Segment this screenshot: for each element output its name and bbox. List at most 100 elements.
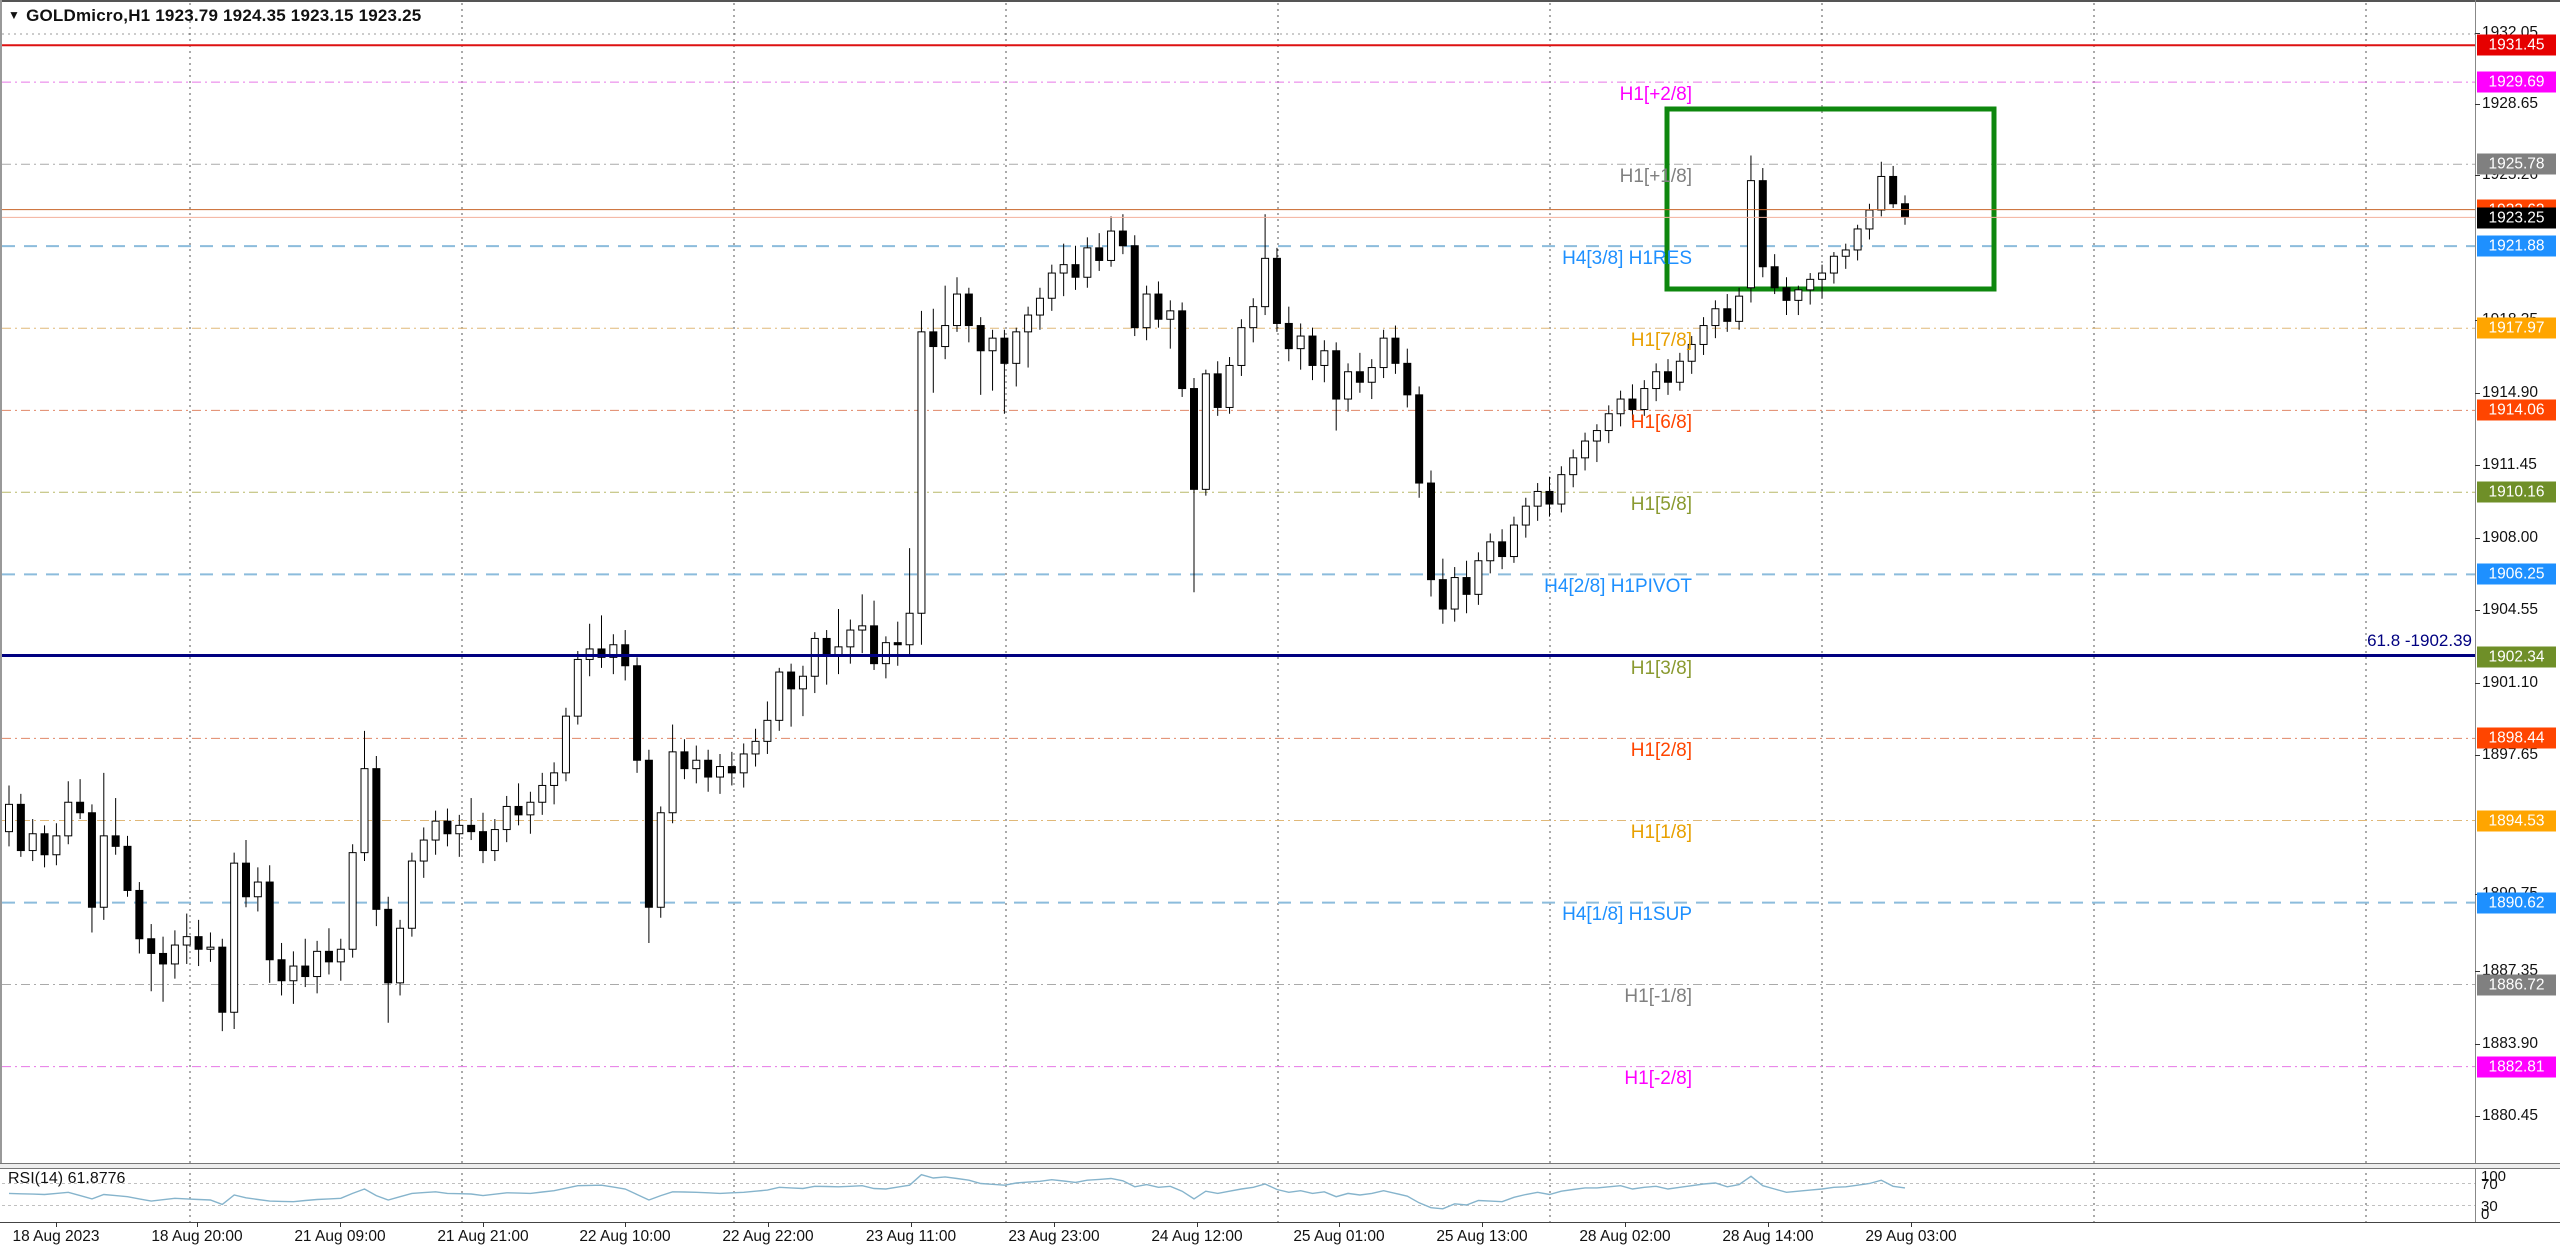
price-axis-tick <box>2475 683 2480 684</box>
murrey-label: H1[-2/8] <box>1624 1068 1692 1089</box>
time-axis-tick <box>625 1222 626 1227</box>
time-axis-tick <box>197 1222 198 1227</box>
candle-body <box>407 860 416 929</box>
candle-body <box>751 740 760 755</box>
pane-separator[interactable] <box>0 1163 2560 1169</box>
candle-body <box>230 862 239 1013</box>
price-axis-tick <box>2475 1116 2480 1117</box>
candle-body <box>1095 247 1104 261</box>
price-axis-tick <box>2475 393 2480 394</box>
candle-body <box>396 927 405 984</box>
candle-body <box>490 829 499 852</box>
candle-body <box>1509 524 1518 558</box>
candle-body <box>644 759 653 908</box>
time-axis-tick <box>483 1222 484 1227</box>
murrey-label: H1[7/8] <box>1630 330 1692 351</box>
candle-body <box>1664 371 1672 383</box>
candle-body <box>1024 314 1033 333</box>
chart-top-border <box>0 0 2560 2</box>
candle-body <box>301 965 310 978</box>
time-axis-tick <box>1339 1222 1340 1227</box>
candle-body <box>893 642 902 646</box>
price-axis-tick <box>2475 465 2480 466</box>
candle-body <box>1012 331 1021 364</box>
candle-body <box>1083 247 1092 278</box>
candle-body <box>550 772 559 786</box>
candle-body <box>87 812 96 908</box>
time-axis-tick <box>1911 1222 1912 1227</box>
candle-body <box>170 944 179 965</box>
candle-body <box>265 881 274 961</box>
price-badge-1906.25: 1906.25 <box>2477 563 2556 585</box>
candle-body <box>727 766 736 774</box>
symbol-ohlc-header: ▼ GOLDmicro,H1 1923.79 1924.35 1923.15 19… <box>8 6 421 26</box>
candle-body <box>870 625 879 665</box>
time-axis-tick <box>1625 1222 1626 1227</box>
price-axis-label: 1914.90 <box>2482 384 2539 401</box>
candle-body <box>1498 541 1507 558</box>
candle-body <box>1865 209 1874 230</box>
price-badge-1898.44: 1898.44 <box>2477 727 2556 749</box>
candle-body <box>253 881 262 898</box>
candle-body <box>1047 272 1056 299</box>
candle-body <box>1628 398 1637 411</box>
candle-body <box>147 938 156 954</box>
murrey-label: H1[-1/8] <box>1624 986 1692 1007</box>
candle-body <box>64 801 73 837</box>
candle-body <box>479 831 487 852</box>
price-badge-1894.53: 1894.53 <box>2477 810 2556 832</box>
candle-body <box>384 908 393 984</box>
candle-body <box>1877 175 1886 211</box>
candle-body <box>656 812 665 908</box>
candle-body <box>336 948 345 963</box>
candle-body <box>1130 245 1139 329</box>
murrey-label: H1[+1/8] <box>1619 166 1692 187</box>
candle-body <box>455 824 464 835</box>
time-axis-tick <box>1768 1222 1769 1227</box>
candle-body <box>1296 335 1305 350</box>
candle-body <box>1853 228 1862 251</box>
price-badge-1914.06: 1914.06 <box>2477 399 2556 421</box>
fibo-level-label: 61.8 -1902.39 <box>2367 631 2472 650</box>
candle-body <box>739 753 748 774</box>
candle-body <box>941 325 950 348</box>
collapse-triangle-icon[interactable]: ▼ <box>8 8 21 22</box>
murrey-label: H4[3/8] H1RES <box>1562 248 1692 269</box>
candle-body <box>929 331 938 348</box>
time-axis-tick <box>56 1222 57 1227</box>
candle-body <box>526 801 535 816</box>
price-axis-label: 1883.90 <box>2482 1035 2539 1052</box>
candle-body <box>1166 310 1175 320</box>
candle-body <box>881 642 890 665</box>
price-badge-1929.69: 1929.69 <box>2477 71 2556 93</box>
candle-body <box>1699 325 1708 345</box>
candle-body <box>1438 579 1447 610</box>
candle-body <box>716 766 724 778</box>
price-badge-1910.16: 1910.16 <box>2477 481 2556 503</box>
price-axis-label: 1911.45 <box>2482 456 2537 473</box>
candle-body <box>1225 364 1234 408</box>
candle-body <box>1201 373 1210 490</box>
murrey-label: H1[6/8] <box>1630 412 1692 433</box>
candle-body <box>348 852 357 950</box>
candle-body <box>1190 388 1198 490</box>
time-axis-tick <box>1197 1222 1198 1227</box>
candle-body <box>858 625 867 631</box>
time-axis-tick <box>1482 1222 1483 1227</box>
candle-body <box>1557 474 1566 505</box>
candle-body <box>1806 278 1815 291</box>
candle-body <box>1889 175 1898 205</box>
time-axis-label: 24 Aug 12:00 <box>1151 1228 1243 1245</box>
candle-body <box>692 759 701 770</box>
candle-body <box>810 637 819 677</box>
price-badge-1890.62: 1890.62 <box>2477 892 2556 914</box>
candle-body <box>1486 541 1495 562</box>
price-axis-label: 1908.00 <box>2482 529 2539 546</box>
candle-body <box>1178 310 1187 390</box>
candle-body <box>1415 394 1424 484</box>
candle-body <box>1829 255 1838 274</box>
candle-body <box>976 325 985 352</box>
candle-body <box>1616 398 1625 415</box>
rsi-scale-label: 70 <box>2481 1176 2498 1193</box>
